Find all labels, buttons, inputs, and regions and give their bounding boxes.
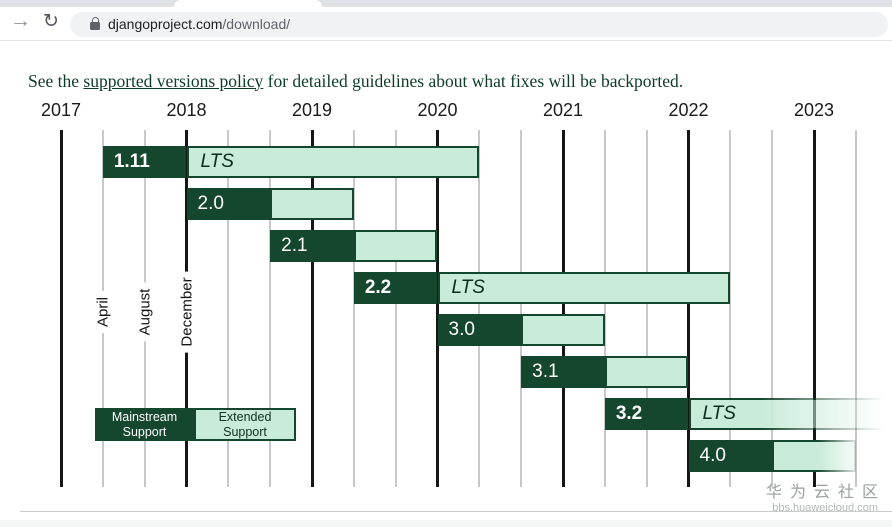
gridline-minor — [352, 130, 355, 487]
bar-2.2-extended: LTS — [437, 272, 731, 304]
gridline-major-2022 — [687, 130, 690, 487]
bar-3.1-extended — [604, 356, 689, 388]
bar-3.2-extended: LTS — [688, 398, 892, 430]
year-label-2019: 2019 — [291, 100, 333, 120]
legend-extended-support: Extended Support — [194, 408, 296, 441]
watermark-site: bbs.huaweicloud.com — [772, 502, 878, 514]
gridline-minor — [854, 130, 857, 487]
lock-icon[interactable] — [90, 17, 100, 30]
release-roadmap-chart: Mainstream Support Extended Support 2017… — [0, 95, 892, 495]
gridline-major-2020 — [436, 130, 439, 487]
year-label-2017: 2017 — [40, 100, 82, 120]
bar-3.0-mainstream: 3.0 — [437, 314, 522, 346]
legend-extended-label: Extended Support — [218, 410, 272, 439]
gridline-minor — [645, 130, 648, 487]
gridline-minor — [729, 130, 732, 487]
gridline-minor — [227, 130, 230, 487]
url-text: djangoproject.com/download/ — [108, 16, 290, 33]
intro-prefix: See the — [28, 70, 84, 91]
gridline-minor — [478, 130, 481, 487]
gridline-minor — [603, 130, 606, 487]
url-path: /download/ — [222, 16, 291, 32]
bar-2.0-mainstream: 2.0 — [186, 188, 271, 220]
intro-suffix: for detailed guidelines about what fixes… — [263, 70, 684, 91]
year-label-2021: 2021 — [542, 100, 584, 120]
bar-4.0-mainstream: 4.0 — [688, 440, 773, 472]
bar-2.1-mainstream: 2.1 — [270, 230, 354, 262]
toolbar-divider — [0, 40, 892, 41]
year-label-2018: 2018 — [166, 100, 207, 120]
reload-icon[interactable]: ↻ — [43, 11, 59, 32]
gridline-minor — [520, 130, 523, 487]
month-label-december: December — [176, 271, 197, 353]
tab-strip — [0, 0, 892, 7]
active-tab[interactable] — [174, 0, 322, 7]
gridline-minor — [771, 130, 774, 487]
address-bar[interactable]: djangoproject.com/download/ — [70, 12, 888, 37]
gridline-major-2023 — [812, 130, 816, 487]
gridline-minor — [394, 130, 397, 487]
legend-mainstream-label: Mainstream Support — [111, 410, 178, 439]
bar-2.2-mainstream: 2.2 — [353, 272, 438, 304]
footer-divider — [20, 511, 892, 512]
month-label-august: August — [134, 282, 156, 342]
bar-3.0-extended — [521, 314, 605, 346]
bar-4.0-extended — [772, 440, 856, 472]
year-label-2023: 2023 — [793, 100, 835, 120]
url-domain: djangoproject.com — [108, 16, 223, 32]
gridline-minor — [269, 130, 272, 487]
month-label-april: April — [92, 290, 114, 334]
watermark-title: 华为云社区 — [765, 484, 886, 501]
gridline-major-2017 — [59, 130, 63, 487]
forward-icon[interactable]: → — [10, 9, 31, 32]
year-label-2022: 2022 — [668, 100, 709, 120]
intro-paragraph: See the supported versions policy for de… — [28, 69, 868, 93]
year-label-2020: 2020 — [417, 100, 458, 120]
legend-mainstream-support: Mainstream Support — [95, 408, 194, 441]
footer-strip — [0, 520, 892, 527]
supported-versions-policy-link[interactable]: supported versions policy — [83, 70, 264, 91]
bar-3.2-mainstream: 3.2 — [604, 398, 689, 430]
bar-2.1-extended — [353, 230, 438, 262]
bar-2.0-extended — [270, 188, 354, 220]
bar-1.11-mainstream: 1.11 — [102, 146, 187, 178]
bar-1.11-extended: LTS — [186, 146, 480, 178]
gridline-major-2021 — [561, 130, 565, 487]
gridline-major-2019 — [310, 130, 314, 487]
bar-3.1-mainstream: 3.1 — [521, 356, 605, 388]
